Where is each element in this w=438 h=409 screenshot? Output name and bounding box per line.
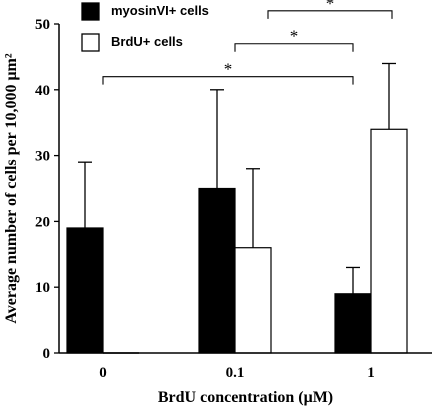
bar-myosinVI-1	[334, 293, 372, 354]
error-bars	[78, 62, 396, 294]
bar-brdu-0.1	[234, 247, 272, 354]
x-axis-title: BrdU concentration (μM)	[158, 389, 333, 406]
y-tick-label-10: 10	[35, 280, 50, 296]
significance-bracket-3	[267, 10, 393, 19]
bar-myosinVI-0	[66, 227, 104, 354]
bar-myosinVI-0.1	[198, 187, 236, 354]
x-tick-label-0: 0	[99, 365, 107, 381]
y-tick-label-40: 40	[35, 83, 50, 99]
y-tick-label-30: 30	[35, 149, 50, 165]
legend-swatch-brdu	[81, 33, 100, 52]
axes: 0 10 20 30 40 50 0 0.1 1 BrdU concentration (μM) A…	[3, 17, 432, 406]
legend-label-brdu: BrdU+ cells	[111, 34, 183, 49]
legend: myosinVI+ cells BrdU+ cells	[81, 2, 209, 52]
significance-star-1: *	[224, 60, 233, 79]
x-tick-label-0.1: 0.1	[226, 365, 245, 381]
bars	[66, 128, 408, 354]
x-tick-label-1: 1	[367, 365, 375, 381]
significance-star-3: *	[326, 0, 335, 13]
legend-label-myosinVI: myosinVI+ cells	[111, 3, 209, 18]
significance-star-2: *	[290, 27, 299, 46]
significance-brackets: * * *	[102, 0, 393, 85]
legend-swatch-myosinVI	[81, 2, 100, 21]
significance-bracket-2	[234, 43, 354, 52]
y-axis-title: Average number of cells per 10,000 μm²	[3, 53, 20, 323]
y-tick-label-20: 20	[35, 214, 50, 230]
y-tick-label-0: 0	[43, 346, 51, 362]
bar-brdu-1	[370, 128, 408, 354]
significance-bracket-1	[102, 76, 354, 85]
y-tick-label-50: 50	[35, 17, 50, 33]
